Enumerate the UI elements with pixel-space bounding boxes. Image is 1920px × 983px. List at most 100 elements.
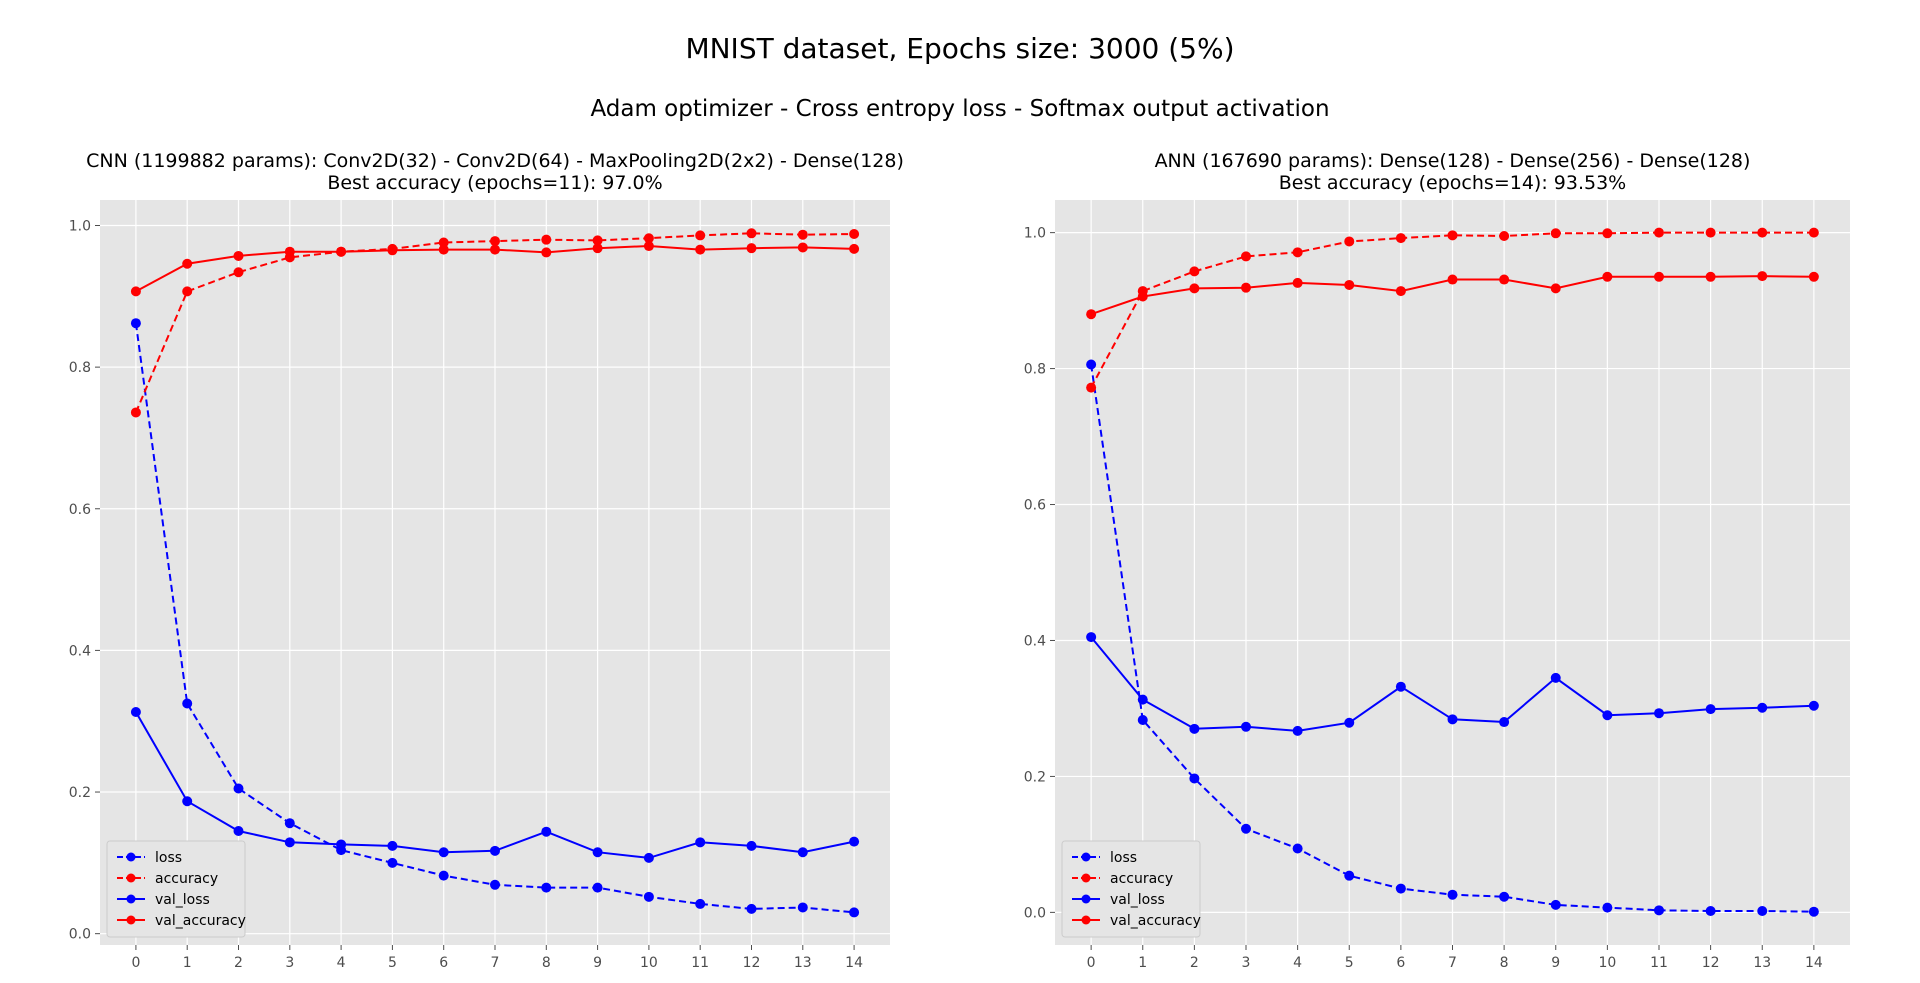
figure-subtitle: Adam optimizer - Cross entropy loss - So… [590,96,1330,122]
series-line-accuracy [1090,231,1814,389]
x-tick-label: 0 [131,955,140,971]
data-point-val_loss [284,837,295,848]
data-point-loss [1499,891,1510,902]
data-point-loss [849,907,860,918]
x-tick-label: 8 [542,955,551,971]
data-point-val_accuracy [643,241,654,252]
data-point-val_accuracy [849,243,860,254]
y-tick-label: 0.6 [69,502,91,518]
data-point-val_accuracy [182,258,193,269]
data-point-loss [130,318,141,329]
y-tick-label: 0.4 [69,643,91,659]
x-tick-label: 1 [183,955,192,971]
legend-marker-val_loss [1081,894,1091,904]
x-tick-label: 0 [1087,955,1096,971]
data-point-val_loss [438,847,449,858]
data-point-loss [284,818,295,829]
x-tick-label: 9 [1551,955,1560,971]
chart-1: CNN (1199882 params): Conv2D(32) - Conv2… [69,150,904,971]
data-point-loss [592,882,603,893]
data-point-val_accuracy [541,247,552,258]
data-point-accuracy [1086,382,1097,393]
y-tick-label: 0.8 [1024,362,1046,378]
legend-marker-accuracy [1081,873,1091,883]
x-tick-label: 13 [794,955,812,971]
data-point-val_accuracy [1395,286,1406,297]
data-point-loss [1395,883,1406,894]
data-point-accuracy [1344,236,1355,247]
data-point-val_accuracy [1653,271,1664,282]
x-tick-label: 13 [1753,955,1771,971]
x-tick-label: 8 [1500,955,1509,971]
x-tick-label: 3 [285,955,294,971]
data-point-accuracy [130,407,141,418]
x-tick-label: 11 [1650,955,1668,971]
data-point-val_loss [541,826,552,837]
data-point-val_loss [1189,723,1200,734]
data-point-val_loss [387,840,398,851]
data-point-loss [490,879,500,890]
y-tick-label: 0.4 [1024,633,1046,649]
chart-title: CNN (1199882 params): Conv2D(32) - Conv2… [86,150,904,172]
data-point-val_loss [746,840,757,851]
data-point-val_accuracy [130,286,141,297]
x-tick-label: 11 [691,955,709,971]
data-point-val_accuracy [1137,291,1148,302]
legend-marker-val_accuracy [1081,915,1091,925]
data-point-loss [1447,889,1458,900]
data-point-val_loss [1705,704,1716,715]
chart-2: ANN (167690 params): Dense(128) - Dense(… [1024,150,1850,971]
x-tick-label: 4 [337,955,346,971]
x-tick-label: 7 [1448,955,1457,971]
data-point-accuracy [1757,227,1768,238]
data-point-accuracy [1602,228,1613,239]
x-tick-label: 10 [1598,955,1616,971]
data-point-accuracy [1447,230,1458,241]
chart-subtitle: Best accuracy (epochs=11): 97.0% [327,172,662,194]
data-point-val_accuracy [490,244,500,255]
x-tick-label: 9 [593,955,602,971]
data-point-val_loss [1447,714,1458,725]
x-tick-label: 4 [1293,955,1302,971]
data-point-val_loss [592,847,603,858]
data-point-accuracy [592,235,603,246]
x-tick-label: 2 [234,955,243,971]
data-point-loss [182,698,193,709]
data-point-accuracy [438,237,449,248]
data-point-accuracy [490,236,500,247]
data-point-val_accuracy [1757,271,1768,282]
figure-title: MNIST dataset, Epochs size: 3000 (5%) [685,32,1235,65]
data-point-val_accuracy [592,243,603,254]
data-point-val_accuracy [1550,283,1561,294]
data-point-loss [1292,843,1303,854]
data-point-val_accuracy [284,246,295,257]
data-point-loss [1550,899,1561,910]
data-point-accuracy [1241,251,1252,262]
data-point-loss [1086,359,1097,370]
data-point-loss [1344,870,1355,881]
data-point-val_accuracy [797,242,808,253]
data-point-loss [1653,905,1664,916]
data-point-val_loss [1241,721,1252,732]
legend-label-val_accuracy: val_accuracy [155,913,246,929]
data-point-val_accuracy [233,250,244,261]
data-point-val_loss [695,837,706,848]
data-point-val_loss [1653,708,1664,719]
x-tick-label: 1 [1138,955,1147,971]
data-point-loss [746,903,757,914]
data-point-val_accuracy [1705,271,1716,282]
legend-marker-accuracy [126,873,136,883]
data-point-val_accuracy [746,243,757,254]
data-point-val_loss [336,839,347,850]
data-point-val_accuracy [438,244,449,255]
legend-label-val_loss: val_loss [1110,892,1165,908]
x-tick-label: 14 [845,955,863,971]
chart-title: ANN (167690 params): Dense(128) - Dense(… [1155,150,1751,172]
data-point-accuracy [695,230,706,241]
data-point-val_accuracy [1292,277,1303,288]
data-point-val_loss [1757,702,1768,713]
data-point-val_loss [1395,681,1406,692]
x-tick-label: 12 [743,955,761,971]
data-point-val_loss [130,707,141,718]
data-point-accuracy [1189,266,1200,277]
